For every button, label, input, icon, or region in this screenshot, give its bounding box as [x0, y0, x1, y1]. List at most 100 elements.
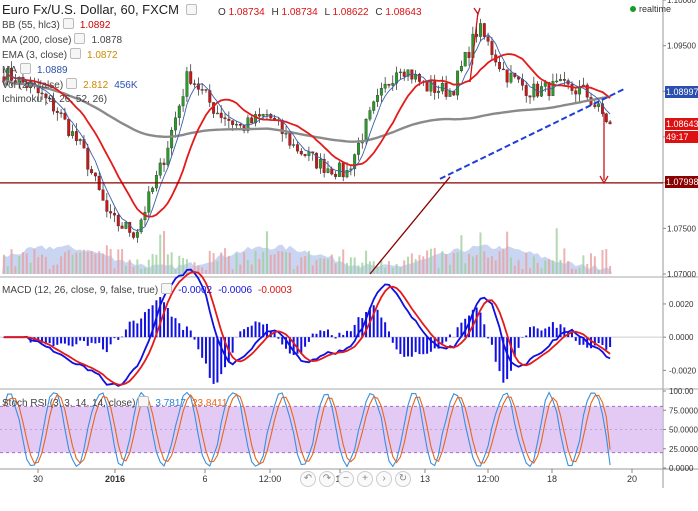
macd-histogram-bar	[277, 337, 280, 339]
settings-icon[interactable]	[185, 4, 197, 15]
volume-bar	[330, 254, 333, 274]
macd-histogram-bar	[544, 328, 547, 338]
macd-histogram-bar	[384, 322, 387, 338]
price-tag-close: 1.08643	[665, 118, 698, 130]
stoch-settings-icon[interactable]	[138, 396, 150, 407]
candle-body	[498, 61, 501, 70]
candle-body	[398, 71, 402, 74]
ohlc-close-value: 1.08643	[385, 7, 422, 18]
macd-histogram-bar	[502, 337, 505, 383]
volume-bar	[265, 231, 268, 274]
candle-body	[315, 152, 318, 169]
macd-value-2: -0.0006	[218, 285, 253, 296]
volume-bar	[582, 255, 585, 274]
candle-body	[151, 187, 155, 192]
ohlc-high-value: 1.08734	[281, 7, 318, 18]
stoch-tick-label: 100.00	[669, 387, 694, 396]
volume-bar	[574, 269, 577, 274]
zoom-out-icon[interactable]: −	[338, 471, 354, 487]
volume-bar	[250, 264, 253, 274]
reset-icon[interactable]: ↻	[395, 471, 411, 487]
legend-vol-settings-icon[interactable]	[66, 78, 78, 89]
macd-settings-icon[interactable]	[161, 283, 173, 294]
zoom-in-icon[interactable]: +	[357, 471, 373, 487]
macd-histogram-bar	[105, 337, 108, 353]
candle-body	[490, 41, 494, 55]
macd-histogram-bar	[243, 329, 246, 338]
candle-body	[215, 112, 219, 115]
ohlc-low-key: L	[324, 7, 330, 18]
volume-bar	[433, 248, 436, 274]
candle-body	[166, 147, 170, 165]
redo-icon[interactable]: ↷	[319, 471, 335, 487]
candle-body	[597, 103, 601, 107]
candle-body	[177, 105, 181, 118]
legend-ma200[interactable]: MA (200, close) 1.0878	[2, 33, 122, 47]
candle-body	[509, 72, 513, 83]
stoch-d-line	[3, 393, 611, 465]
candle-body	[601, 103, 604, 114]
candle-body	[284, 133, 288, 135]
candle-body	[486, 36, 490, 42]
macd-histogram-bar	[166, 308, 169, 338]
volume-bar	[563, 248, 566, 274]
volume-bar	[342, 249, 345, 274]
volume-bar	[269, 254, 272, 274]
volume-bar	[490, 256, 493, 274]
volume-bar	[311, 265, 314, 274]
candle-body	[376, 95, 379, 102]
candle-body	[456, 70, 460, 96]
macd-histogram-bar	[224, 337, 227, 368]
legend-macd[interactable]: MACD (12, 26, close, 9, false, true) -0.0…	[2, 283, 292, 297]
legend-ema3[interactable]: EMA (3, close) 1.0872	[2, 48, 118, 62]
candle-body	[604, 113, 608, 123]
legend-ma-settings-icon[interactable]	[20, 63, 31, 74]
macd-histogram-bar	[540, 330, 543, 338]
legend-ma[interactable]: MA 1.0889	[2, 63, 68, 77]
time-tick-label: 18	[547, 474, 557, 484]
volume-bar	[262, 251, 265, 274]
volume-bar	[109, 248, 112, 274]
time-tick-label: 12:00	[477, 474, 500, 484]
macd-histogram-bar	[37, 337, 40, 341]
candle-body	[437, 90, 440, 93]
legend-stoch[interactable]: Stoch RSI (3, 3, 14, 14, close) 3.7817 23.…	[2, 396, 227, 410]
macd-histogram-bar	[448, 334, 451, 338]
volume-bar	[384, 267, 387, 274]
legend-bb-value: 1.0892	[79, 20, 111, 31]
volume-bar	[334, 263, 337, 274]
candle-body	[536, 83, 540, 97]
legend-ma200-settings-icon[interactable]	[74, 33, 86, 44]
candle-body	[116, 215, 120, 227]
volume-bar	[136, 259, 139, 274]
macd-histogram-bar	[185, 326, 188, 338]
candle-body	[528, 95, 532, 98]
legend-ema3-settings-icon[interactable]	[70, 48, 82, 59]
macd-histogram-bar	[468, 315, 471, 338]
volume-bar	[593, 256, 596, 274]
undo-icon[interactable]: ↶	[300, 471, 316, 487]
arrow-down-head	[599, 175, 609, 185]
macd-histogram-bar	[208, 337, 211, 378]
macd-histogram-bar	[292, 337, 295, 356]
volume-bar	[296, 265, 299, 274]
candle-body	[90, 169, 94, 174]
legend-ichimoku[interactable]: Ichimoku (9, 26, 52, 26)	[2, 93, 107, 106]
scroll-forward-icon[interactable]: ›	[376, 471, 392, 487]
legend-vol[interactable]: Vol (20, false) 2.812 456K	[2, 78, 138, 92]
volume-bar	[429, 248, 432, 274]
stoch-tick-label: 75.0000	[669, 406, 698, 415]
volume-bar	[471, 256, 474, 274]
volume-bar	[346, 263, 349, 274]
legend-bb[interactable]: BB (55, hlc3) 1.0892	[2, 18, 110, 32]
volume-bar	[368, 261, 371, 274]
volume-bar	[33, 248, 36, 274]
macd-histogram-bar	[407, 337, 410, 357]
volume-bar	[86, 251, 89, 274]
volume-bar	[300, 257, 303, 274]
legend-bb-settings-icon[interactable]	[62, 18, 74, 29]
volume-bar	[170, 252, 173, 274]
candle-body	[74, 131, 78, 142]
legend-ema3-value: 1.0872	[87, 50, 118, 61]
